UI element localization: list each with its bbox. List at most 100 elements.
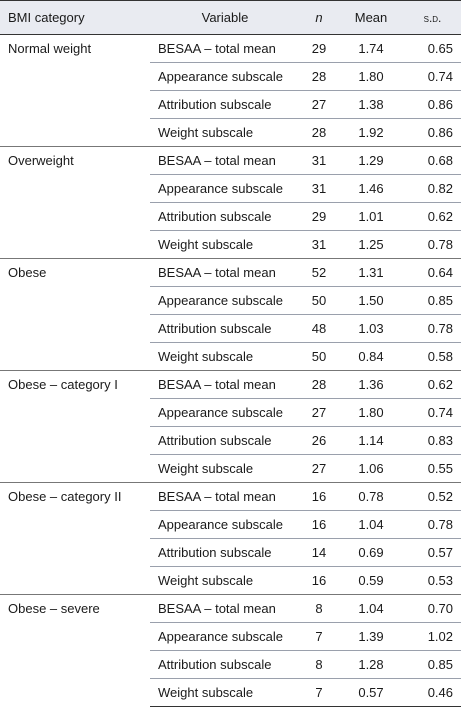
n-cell: 48 [300,314,338,343]
variable-cell: BESAA – total mean [150,258,300,287]
header-mean: Mean [354,10,388,25]
sd-cell: 0.83 [404,426,461,455]
table-row: Weight subscale 16 0.59 0.53 [0,566,461,595]
sd-cell: 0.74 [404,62,461,91]
mean-cell: 1.25 [338,230,404,259]
mean-cell: 1.46 [338,174,404,203]
n-cell: 28 [300,370,338,399]
variable-cell: BESAA – total mean [150,146,300,175]
sd-cell: 0.68 [404,146,461,175]
variable-cell: Attribution subscale [150,90,300,119]
table-body: Normal weight BESAA – total mean 29 1.74 0.6… [0,35,461,707]
header-n: n [315,10,323,25]
mean-cell: 1.38 [338,90,404,119]
table-row: Appearance subscale 27 1.80 0.74 [0,398,461,427]
mean-cell: 1.80 [338,398,404,427]
sd-cell: 0.82 [404,174,461,203]
sd-cell: 0.85 [404,286,461,315]
sd-cell: 0.85 [404,650,461,679]
mean-cell: 1.06 [338,454,404,483]
table-row: Obese – category I BESAA – total mean 28 1.… [0,370,461,483]
n-cell: 31 [300,174,338,203]
table-row: Obese – severe BESAA – total mean 8 1.04 0.7… [0,594,461,707]
n-cell: 14 [300,538,338,567]
table-row: Appearance subscale 31 1.46 0.82 [0,174,461,203]
variable-cell: Appearance subscale [150,622,300,651]
sd-cell: 1.02 [404,622,461,651]
n-cell: 16 [300,510,338,539]
sd-cell: 0.46 [404,678,461,707]
sd-cell: 0.55 [404,454,461,483]
sd-cell: 0.78 [404,230,461,259]
n-cell: 7 [300,622,338,651]
table-row: Attribution subscale 26 1.14 0.83 [0,426,461,455]
header-bmi-category: BMI category [8,10,85,25]
sd-cell: 0.74 [404,398,461,427]
table-row: Weight subscale 27 1.06 0.55 [0,454,461,483]
variable-cell: Weight subscale [150,230,300,259]
table-row: Obese – category II BESAA – total mean 16 0… [0,482,461,595]
mean-cell: 1.74 [358,41,384,56]
sd-cell: 0.78 [404,314,461,343]
n-cell: 8 [300,650,338,679]
n-cell: 16 [300,482,338,511]
bmi-category-cell: Normal weight [8,41,92,56]
table-row: Appearance subscale 16 1.04 0.78 [0,510,461,539]
sd-cell: 0.64 [404,258,461,287]
sd-cell: 0.65 [427,41,453,56]
n-cell: 28 [300,62,338,91]
table-row: Weight subscale 50 0.84 0.58 [0,342,461,371]
sd-cell: 0.62 [404,370,461,399]
sd-cell: 0.58 [404,342,461,371]
variable-cell: Attribution subscale [150,314,300,343]
variable-cell: Attribution subscale [150,650,300,679]
table-row: Attribution subscale 8 1.28 0.85 [0,650,461,679]
n-cell: 50 [300,342,338,371]
n-cell: 28 [300,118,338,147]
sd-cell: 0.86 [404,90,461,119]
sd-cell: 0.70 [404,594,461,623]
mean-cell: 0.84 [338,342,404,371]
sd-cell: 0.86 [404,118,461,147]
variable-cell: BESAA – total mean [158,41,276,56]
mean-cell: 0.78 [338,482,404,511]
n-cell: 50 [300,286,338,315]
variable-cell: Weight subscale [150,566,300,595]
table-row: Weight subscale 28 1.92 0.86 [0,118,461,147]
mean-cell: 1.80 [338,62,404,91]
bmi-category-cell: Obese – category I [0,370,150,483]
mean-cell: 1.92 [338,118,404,147]
table-header-row: BMI category Variable n Mean s.d. [0,0,461,35]
n-cell: 26 [300,426,338,455]
mean-cell: 1.29 [338,146,404,175]
n-cell: 27 [300,90,338,119]
sd-cell: 0.52 [404,482,461,511]
mean-cell: 1.50 [338,286,404,315]
n-cell: 27 [300,398,338,427]
variable-cell: Appearance subscale [150,62,300,91]
n-cell: 29 [300,202,338,231]
n-cell: 8 [300,594,338,623]
variable-cell: Attribution subscale [150,202,300,231]
sd-cell: 0.62 [404,202,461,231]
table-row: Attribution subscale 14 0.69 0.57 [0,538,461,567]
table-row: Weight subscale 31 1.25 0.78 [0,230,461,259]
mean-cell: 1.04 [338,594,404,623]
variable-cell: Weight subscale [150,118,300,147]
variable-cell: Appearance subscale [150,174,300,203]
variable-cell: Weight subscale [150,454,300,483]
header-variable: Variable [201,10,249,25]
table-row: Attribution subscale 48 1.03 0.78 [0,314,461,343]
n-cell: 27 [300,454,338,483]
mean-cell: 1.14 [338,426,404,455]
variable-cell: Attribution subscale [150,426,300,455]
variable-cell: BESAA – total mean [150,370,300,399]
mean-cell: 1.39 [338,622,404,651]
variable-cell: BESAA – total mean [150,594,300,623]
bmi-category-cell: Obese – category II [0,482,150,595]
n-cell: 52 [300,258,338,287]
mean-cell: 1.04 [338,510,404,539]
n-cell: 31 [300,230,338,259]
variable-cell: Weight subscale [150,678,300,707]
n-cell: 29 [311,41,327,56]
